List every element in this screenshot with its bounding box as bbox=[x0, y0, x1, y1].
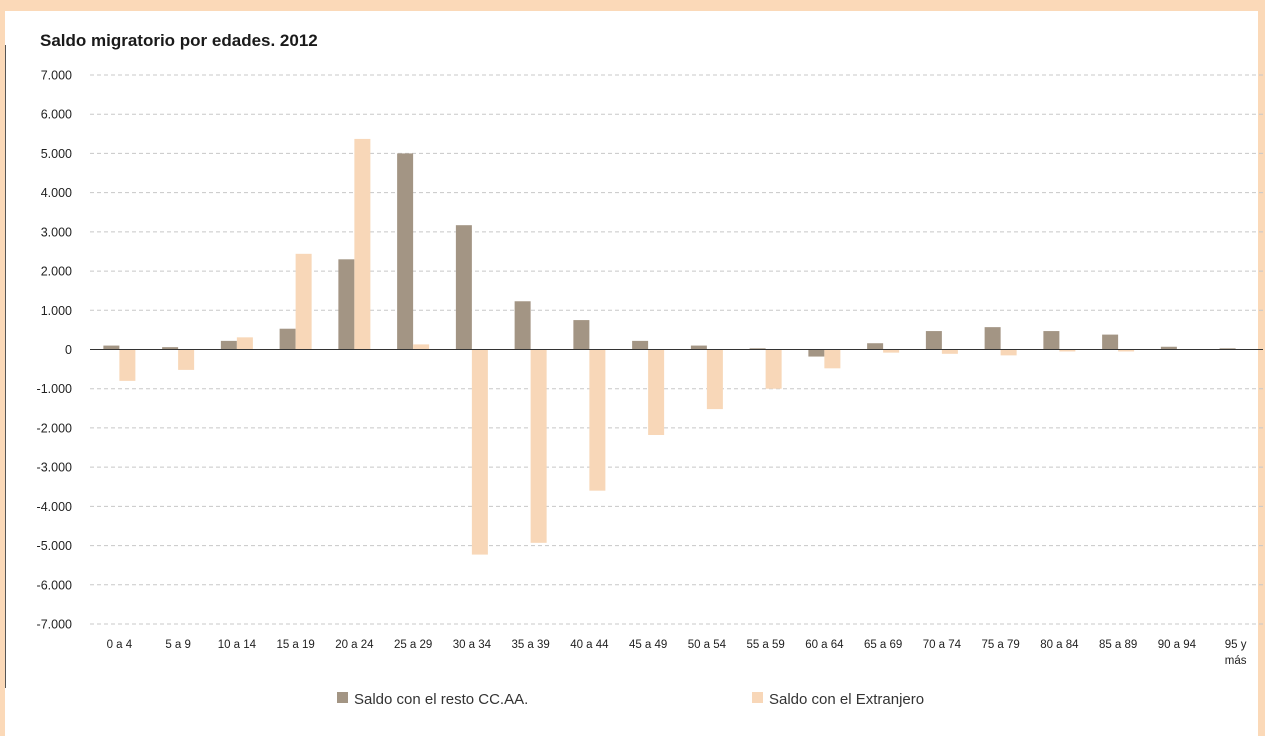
x-tick-label: 25 a 29 bbox=[394, 639, 432, 651]
bar-extranjero bbox=[354, 138, 371, 350]
bar-extranjero bbox=[1118, 349, 1135, 352]
bar-extranjero bbox=[941, 349, 958, 354]
legend: Saldo con el resto CC.AA. Saldo con el Ex… bbox=[337, 691, 924, 708]
bar-resto-ccaa bbox=[984, 327, 1001, 350]
x-tick-label: 35 a 39 bbox=[511, 639, 549, 651]
chart-title: Saldo migratorio por edades. 2012 bbox=[40, 31, 318, 50]
x-tick-label: 30 a 34 bbox=[453, 639, 492, 651]
x-tick-label: 65 a 69 bbox=[864, 639, 902, 651]
legend-label: Saldo con el resto CC.AA. bbox=[354, 691, 528, 708]
y-tick-label: 3.000 bbox=[41, 225, 72, 239]
y-tick-label: -4.000 bbox=[37, 500, 72, 514]
bar-extranjero bbox=[706, 349, 723, 410]
x-tick-label: 95 y bbox=[1225, 639, 1247, 651]
x-tick-label: más bbox=[1225, 655, 1247, 667]
x-tick-label: 80 a 84 bbox=[1040, 639, 1079, 651]
bar-resto-ccaa bbox=[573, 320, 590, 350]
legend-swatch bbox=[337, 692, 348, 703]
bar-resto-ccaa bbox=[220, 340, 237, 350]
bar-resto-ccaa bbox=[162, 347, 179, 350]
x-tick-label: 85 a 89 bbox=[1099, 639, 1137, 651]
bar-resto-ccaa bbox=[632, 340, 649, 350]
bar-resto-ccaa bbox=[397, 153, 414, 350]
x-tick-label: 60 a 64 bbox=[805, 639, 844, 651]
bar-resto-ccaa bbox=[279, 328, 296, 350]
bar-resto-ccaa bbox=[1219, 348, 1236, 350]
bars bbox=[103, 138, 1236, 555]
bar-resto-ccaa bbox=[1043, 331, 1060, 350]
x-tick-label: 0 a 4 bbox=[107, 639, 133, 651]
legend-swatch bbox=[752, 692, 763, 703]
bar-extranjero bbox=[765, 349, 782, 389]
bar-extranjero bbox=[236, 337, 253, 350]
y-tick-label: 1.000 bbox=[41, 304, 72, 318]
y-tick-label: -5.000 bbox=[37, 539, 72, 553]
chart-left-edge-line bbox=[5, 45, 6, 688]
bar-extranjero bbox=[1000, 349, 1017, 356]
y-tick-label: -2.000 bbox=[37, 421, 72, 435]
bar-resto-ccaa bbox=[690, 345, 707, 350]
x-tick-label: 50 a 54 bbox=[688, 639, 727, 651]
legend-label: Saldo con el Extranjero bbox=[769, 691, 924, 708]
bar-resto-ccaa bbox=[867, 343, 884, 350]
bar-resto-ccaa bbox=[455, 225, 472, 350]
x-tick-label: 90 a 94 bbox=[1158, 639, 1197, 651]
y-tick-label: -1.000 bbox=[37, 382, 72, 396]
bar-extranjero bbox=[178, 349, 195, 370]
bar-extranjero bbox=[530, 349, 547, 543]
y-tick-label: -7.000 bbox=[37, 618, 72, 632]
bar-resto-ccaa bbox=[925, 331, 942, 350]
y-tick-label: 4.000 bbox=[41, 186, 72, 200]
bar-resto-ccaa bbox=[1102, 334, 1119, 350]
y-tick-label: -3.000 bbox=[37, 461, 72, 475]
bar-extranjero bbox=[119, 349, 136, 381]
x-tick-label: 45 a 49 bbox=[629, 639, 667, 651]
x-tick-label: 10 a 14 bbox=[218, 639, 257, 651]
x-tick-label: 5 a 9 bbox=[165, 639, 191, 651]
bar-extranjero bbox=[648, 349, 665, 435]
bar-resto-ccaa bbox=[1160, 346, 1177, 350]
x-axis-tick-labels: 0 a 4 5 a 9 10 a 14 15 a 19 20 a 24 25 a 29 30… bbox=[107, 639, 1247, 667]
y-axis-tick-labels: 7.000 6.000 5.000 4.000 3.000 2.000 1.000 0 -1.0… bbox=[37, 69, 73, 632]
y-tick-label: 7.000 bbox=[41, 69, 72, 83]
x-tick-label: 40 a 44 bbox=[570, 639, 609, 651]
x-tick-label: 55 a 59 bbox=[746, 639, 784, 651]
bar-extranjero bbox=[295, 253, 312, 350]
bar-extranjero bbox=[413, 344, 430, 350]
bar-extranjero bbox=[589, 349, 606, 491]
x-tick-label: 75 a 79 bbox=[981, 639, 1019, 651]
y-tick-label: 5.000 bbox=[41, 147, 72, 161]
y-tick-label: 0 bbox=[65, 343, 72, 357]
y-tick-label: 6.000 bbox=[41, 108, 72, 122]
x-tick-label: 70 a 74 bbox=[923, 639, 962, 651]
chart-panel bbox=[5, 11, 1258, 736]
y-tick-label: 2.000 bbox=[41, 265, 72, 279]
bar-extranjero bbox=[824, 349, 841, 369]
bar-resto-ccaa bbox=[749, 348, 766, 350]
bar-extranjero bbox=[471, 349, 488, 555]
bar-resto-ccaa bbox=[103, 345, 120, 350]
bar-resto-ccaa bbox=[808, 349, 825, 357]
bar-extranjero bbox=[883, 349, 900, 353]
bar-resto-ccaa bbox=[338, 259, 355, 350]
y-tick-label: -6.000 bbox=[37, 578, 72, 592]
x-tick-label: 20 a 24 bbox=[335, 639, 374, 651]
x-tick-label: 15 a 19 bbox=[276, 639, 314, 651]
bar-resto-ccaa bbox=[514, 301, 531, 350]
bar-extranjero bbox=[1059, 349, 1076, 352]
